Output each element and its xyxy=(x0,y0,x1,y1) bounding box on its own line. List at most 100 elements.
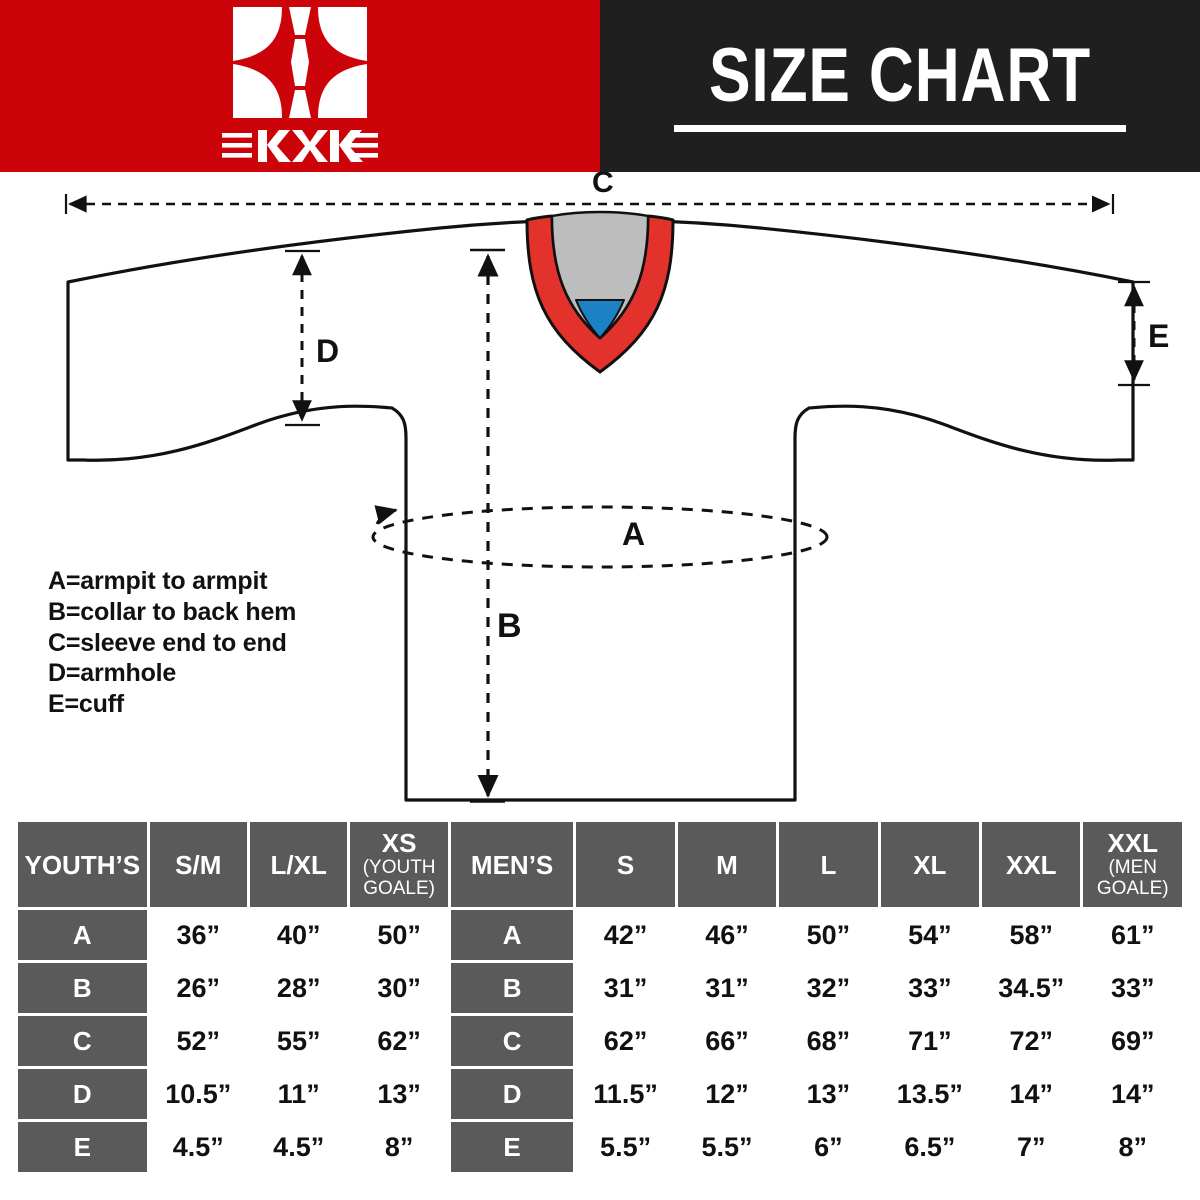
youth-row-label: B xyxy=(18,963,147,1013)
legend-line-b: B=collar to back hem xyxy=(48,597,297,626)
measurement-cell: 69” xyxy=(1083,1016,1182,1066)
measurement-cell: 52” xyxy=(149,1016,247,1066)
measurement-cell: 11.5” xyxy=(576,1069,675,1119)
table-row: D 10.5” 11” 13” D 11.5” 12” 13” 13.5” 14” 14” xyxy=(18,1069,1182,1119)
dimension-d-label: D xyxy=(316,333,339,369)
measurement-cell: 54” xyxy=(880,910,980,960)
table-row: E 4.5” 4.5” 8” E 5.5” 5.5” 6” 6.5” 7” 8” xyxy=(18,1122,1182,1172)
measurement-cell: 4.5” xyxy=(149,1122,247,1172)
measurement-cell: 31” xyxy=(677,963,777,1013)
table-column-header: S/M xyxy=(149,822,247,907)
table-column-header: YOUTH’S xyxy=(18,822,147,907)
dimension-e-label: E xyxy=(1148,318,1169,354)
dimension-c-label: C xyxy=(592,172,614,199)
measurement-cell: 58” xyxy=(982,910,1081,960)
measurement-cell: 6.5” xyxy=(880,1122,980,1172)
table-column-header: L/XL xyxy=(249,822,348,907)
measurement-cell: 10.5” xyxy=(149,1069,247,1119)
column-header-main: YOUTH’S xyxy=(24,849,141,880)
table-row: A 36” 40” 50” A 42” 46” 50” 54” 58” 61” xyxy=(18,910,1182,960)
measurement-cell: 28” xyxy=(249,963,348,1013)
dimension-d: D xyxy=(285,249,339,427)
column-header-main: M xyxy=(716,849,738,880)
measurement-cell: 62” xyxy=(576,1016,675,1066)
measurement-cell: 14” xyxy=(982,1069,1081,1119)
measurement-cell: 8” xyxy=(350,1122,448,1172)
table-column-header: S xyxy=(576,822,675,907)
collar-inner xyxy=(550,210,650,340)
legend-line-d: D=armhole xyxy=(48,659,177,688)
measurement-cell: 62” xyxy=(350,1016,448,1066)
measurement-cell: 72” xyxy=(982,1016,1081,1066)
table-column-header: L xyxy=(779,822,878,907)
brand-logo xyxy=(222,5,378,171)
youth-row-label: D xyxy=(18,1069,147,1119)
column-header-main: XL xyxy=(913,849,947,880)
column-header-sub: (MEN GOALE) xyxy=(1096,856,1169,899)
dimension-b: B xyxy=(470,248,522,803)
youth-row-label: E xyxy=(18,1122,147,1172)
men-row-label: D xyxy=(450,1069,574,1119)
column-header-main: MEN’S xyxy=(470,849,554,880)
measurement-cell: 12” xyxy=(677,1069,777,1119)
measurement-cell: 5.5” xyxy=(677,1122,777,1172)
measurement-cell: 30” xyxy=(350,963,448,1013)
table-row: C 52” 55” 62” C 62” 66” 68” 71” 72” 69” xyxy=(18,1016,1182,1066)
jersey-diagram: D E B A C xyxy=(0,172,1200,817)
measurement-legend: A=armpit to armpit B=collar to back hem … xyxy=(48,566,378,720)
measurement-cell: 4.5” xyxy=(249,1122,348,1172)
measurement-cell: 13” xyxy=(779,1069,878,1119)
column-header-main: S/M xyxy=(175,849,222,880)
measurement-cell: 7” xyxy=(982,1122,1081,1172)
dimension-a-label: A xyxy=(622,516,645,552)
table-column-header: MEN’S xyxy=(450,822,574,907)
legend-line-e: E=cuff xyxy=(48,690,124,718)
measurement-cell: 26” xyxy=(149,963,247,1013)
page-title: SIZE CHART xyxy=(708,33,1092,119)
youth-row-label: A xyxy=(18,910,147,960)
column-header-main: L xyxy=(820,849,837,880)
size-table: YOUTH’S S/M L/XL XS (YOUTH GOALE) MEN’S S M L XL X… xyxy=(15,819,1185,1175)
title-panel: SIZE CHART xyxy=(600,0,1200,172)
measurement-cell: 11” xyxy=(249,1069,348,1119)
dimension-a: A xyxy=(371,505,829,569)
measurement-cell: 34.5” xyxy=(982,963,1081,1013)
page-header: SIZE CHART xyxy=(0,0,1200,172)
table-column-header: XXL (MEN GOALE) xyxy=(1083,822,1182,907)
table-column-header: XXL xyxy=(982,822,1081,907)
measurement-cell: 33” xyxy=(880,963,980,1013)
measurement-cell: 14” xyxy=(1083,1069,1182,1119)
legend-line-a: A=armpit to armpit xyxy=(48,567,268,595)
measurement-cell: 50” xyxy=(350,910,448,960)
table-column-header: M xyxy=(677,822,777,907)
brand-wordmark xyxy=(222,126,378,171)
jersey-outline xyxy=(66,218,1135,802)
dimension-c xyxy=(64,194,1115,214)
column-header-main: XXL xyxy=(1107,827,1159,858)
men-row-label: C xyxy=(450,1016,574,1066)
measurement-cell: 13.5” xyxy=(880,1069,980,1119)
column-header-main: XXL xyxy=(1005,849,1057,880)
measurement-cell: 13” xyxy=(350,1069,448,1119)
table-column-header: XL xyxy=(880,822,980,907)
column-header-sub: (YOUTH GOALE) xyxy=(362,856,436,899)
measurement-cell: 66” xyxy=(677,1016,777,1066)
kxk-x-logo-icon xyxy=(225,5,375,125)
legend-line-c: C=sleeve end to end xyxy=(48,628,287,657)
youth-row-label: C xyxy=(18,1016,147,1066)
measurement-cell: 8” xyxy=(1083,1122,1182,1172)
measurement-cell: 50” xyxy=(779,910,878,960)
table-header-row: YOUTH’S S/M L/XL XS (YOUTH GOALE) MEN’S S M L XL X… xyxy=(18,822,1182,907)
column-header-main: L/XL xyxy=(270,849,327,880)
measurement-cell: 71” xyxy=(880,1016,980,1066)
dimension-e: E xyxy=(1118,280,1169,387)
measurement-cell: 32” xyxy=(779,963,878,1013)
measurement-cell: 68” xyxy=(779,1016,878,1066)
dimension-b-label: B xyxy=(497,607,522,645)
measurement-cell: 31” xyxy=(576,963,675,1013)
title-underline xyxy=(674,124,1126,132)
measurement-cell: 36” xyxy=(149,910,247,960)
collar-accent xyxy=(575,299,625,339)
men-row-label: E xyxy=(450,1122,574,1172)
